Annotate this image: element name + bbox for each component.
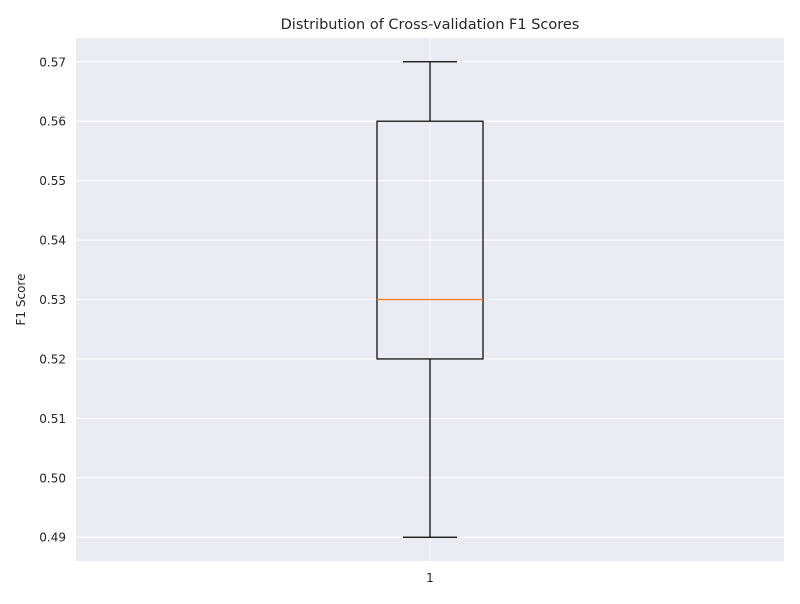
chart-title: Distribution of Cross-validation F1 Scor… (281, 17, 580, 33)
box-iqr (376, 120, 484, 360)
tick-labels: 0.49 0.50 0.51 0.52 0.53 0.54 0.55 0.56 0.57 1 (39, 55, 434, 585)
y-tick-label: 0.57 (39, 55, 66, 69)
y-tick-label: 0.51 (39, 412, 66, 426)
box-layer (376, 61, 484, 538)
y-tick-label: 0.52 (39, 352, 66, 366)
y-tick-label: 0.50 (39, 471, 66, 485)
y-axis-label: F1 Score (14, 274, 28, 326)
y-tick-label: 0.55 (39, 174, 66, 188)
y-tick-label: 0.56 (39, 115, 66, 129)
y-tick-label: 0.54 (39, 234, 66, 248)
y-tick-label: 0.49 (39, 531, 66, 545)
x-tick-label: 1 (426, 571, 434, 585)
y-tick-label: 0.53 (39, 293, 66, 307)
